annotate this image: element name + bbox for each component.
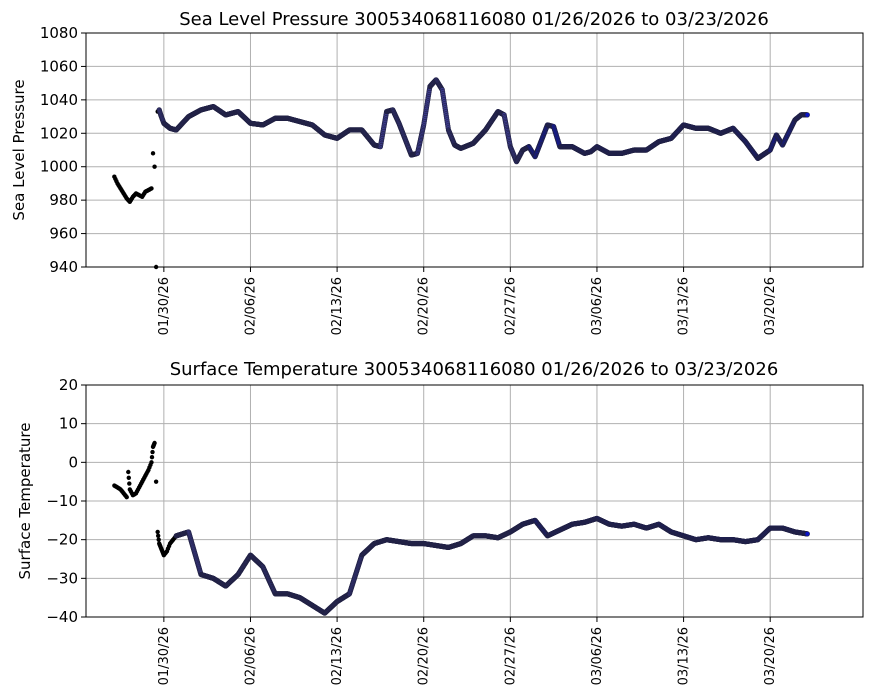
y-tick-label: −30 (46, 569, 78, 587)
pressure-plot-frame (85, 32, 864, 268)
y-tick-label: 940 (49, 258, 78, 276)
data-point (155, 533, 161, 538)
x-tick-label: 03/13/26 (677, 627, 692, 685)
x-tick-label: 01/30/26 (157, 277, 172, 335)
x-tick-label: 02/13/26 (330, 627, 345, 685)
data-point (156, 537, 161, 542)
y-tick-label: 0 (68, 453, 78, 471)
temperature-chart-title: Surface Temperature 300534068116080 01/2… (170, 359, 779, 380)
data-point (150, 151, 156, 156)
y-tick-label: 1020 (40, 124, 78, 142)
pressure-y-axis-label: Sea Level Pressure (10, 79, 28, 220)
data-point (150, 449, 155, 455)
y-tick-label: 1040 (40, 91, 78, 109)
x-tick-label: 02/13/26 (330, 277, 345, 335)
pressure-chart: 940 960 980 1000 1020 1040 1060 1080 01/30/26 02… (10, 9, 864, 335)
x-tick-label: 03/13/26 (677, 277, 692, 335)
data-point (149, 460, 154, 465)
y-tick-label: −10 (46, 492, 78, 510)
y-tick-label: 20 (59, 376, 78, 394)
x-tick-label: 03/20/26 (763, 277, 778, 335)
y-tick-label: 1000 (40, 158, 78, 176)
y-tick-label: 1060 (40, 57, 78, 75)
x-tick-label: 02/20/26 (417, 277, 432, 335)
x-tick-label: 03/06/26 (590, 627, 605, 685)
x-tick-label: 03/20/26 (763, 627, 778, 685)
y-tick-label: 980 (49, 191, 78, 209)
x-tick-label: 02/06/26 (243, 277, 258, 335)
data-point (804, 112, 810, 118)
data-point (153, 479, 159, 484)
y-tick-label: −20 (46, 531, 78, 549)
y-tick-label: 960 (49, 225, 78, 243)
x-tick-label: 03/06/26 (590, 277, 605, 335)
y-tick-label: 10 (59, 415, 78, 433)
y-tick-label: −40 (46, 608, 78, 626)
x-tick-label: 02/27/26 (503, 277, 518, 335)
temperature-chart: −40 −30 −20 −10 0 10 20 01/30/26 02/06/26 02/13/… (16, 359, 864, 685)
x-tick-label: 02/06/26 (243, 627, 258, 685)
data-point (126, 475, 131, 480)
x-tick-label: 01/30/26 (157, 627, 172, 685)
x-tick-label: 02/27/26 (503, 627, 518, 685)
data-point (127, 481, 132, 486)
y-tick-label: 1080 (40, 24, 78, 42)
pressure-chart-title: Sea Level Pressure 300534068116080 01/26… (179, 9, 769, 30)
data-point (124, 494, 129, 500)
x-tick-label: 02/20/26 (417, 627, 432, 685)
data-point (149, 454, 155, 460)
data-point (149, 186, 154, 191)
data-point (155, 529, 160, 535)
data-point (152, 440, 157, 446)
data-point (804, 531, 810, 537)
temperature-y-axis-label: Surface Temperature (16, 423, 34, 580)
data-point (152, 164, 157, 169)
data-point (126, 469, 131, 475)
